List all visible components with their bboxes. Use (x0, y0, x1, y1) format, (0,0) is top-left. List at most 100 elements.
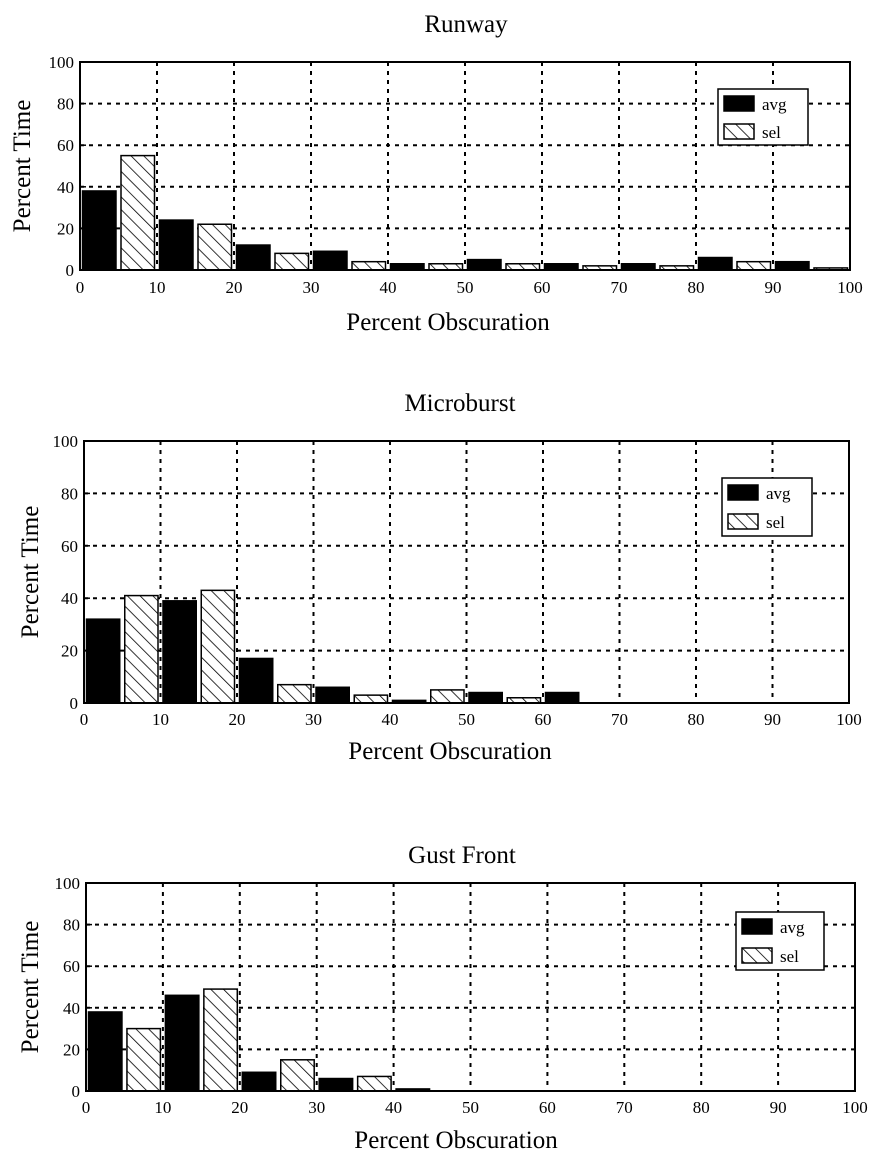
bar-avg-20-30 (238, 657, 274, 704)
y-tick-label: 80 (57, 95, 74, 114)
legend-label-sel: sel (766, 513, 785, 532)
bar-avg-90-100 (774, 260, 810, 271)
bar-sel-0-10 (126, 1027, 162, 1092)
x-tick-label: 100 (842, 1098, 868, 1117)
y-tick-label: 60 (61, 537, 78, 556)
bar-sel-20-30 (277, 683, 312, 704)
chart-microburst: Microburst 0 20 40 60 80 100 0 10 20 30 40 50 60 70 80 9… (17, 390, 862, 765)
x-axis-label: Percent Obscuration (354, 1127, 558, 1154)
y-tick-label: 40 (61, 589, 78, 608)
y-tick-label: 60 (63, 957, 80, 976)
y-tick-label: 100 (49, 53, 75, 72)
chart-gust-front: Gust Front 0 20 40 60 80 100 0 10 20 30 40 50 60 70 80 9… (17, 842, 868, 1154)
y-tick-label: 80 (63, 916, 80, 935)
bar-sel-20-30 (280, 1059, 315, 1092)
bar-avg-30-40 (318, 1077, 354, 1092)
x-tick-label: 40 (382, 710, 399, 729)
x-tick-label: 80 (688, 278, 705, 297)
x-tick-label: 90 (764, 710, 781, 729)
bar-avg-0-10 (85, 618, 121, 704)
bar-sel-30-40 (356, 1075, 392, 1092)
bars (85, 589, 580, 704)
x-tick-label: 10 (154, 1098, 171, 1117)
chart-runway-panel: Runway 0 20 40 60 80 100 0 10 20 30 40 50 60 70 80 90 100… (0, 0, 876, 348)
x-tick-label: 40 (385, 1098, 402, 1117)
y-tick-label: 0 (72, 1082, 81, 1101)
x-tick-label: 60 (535, 710, 552, 729)
bar-avg-80-90 (697, 256, 733, 271)
legend-label-avg: avg (766, 484, 791, 503)
legend-swatch-avg (727, 484, 759, 501)
legend-swatch-sel (723, 123, 755, 140)
x-tick-label: 0 (76, 278, 85, 297)
bar-sel-10-20 (197, 223, 233, 271)
y-tick-label: 0 (66, 261, 75, 280)
bar-sel-10-20 (203, 988, 239, 1092)
bar-avg-10-20 (158, 219, 194, 271)
x-tick-label: 30 (308, 1098, 325, 1117)
bar-sel-30-40 (353, 694, 389, 704)
bar-avg-30-40 (315, 686, 350, 704)
x-tick-label: 50 (458, 710, 475, 729)
x-axis-label: Percent Obscuration (346, 309, 550, 336)
chart-title: Runway (424, 11, 508, 38)
x-tick-label: 30 (305, 710, 322, 729)
x-tick-label: 60 (539, 1098, 556, 1117)
x-tick-label: 60 (534, 278, 551, 297)
legend-label-avg: avg (780, 918, 805, 937)
y-axis-label: Percent Time (17, 921, 44, 1054)
x-tick-label: 50 (462, 1098, 479, 1117)
legend-swatch-sel (727, 513, 759, 530)
bar-avg-10-20 (162, 600, 197, 704)
bar-sel-0-10 (124, 594, 159, 704)
bar-avg-10-20 (164, 994, 200, 1092)
bar-sel-40-50 (430, 689, 465, 704)
legend: avg sel (717, 88, 809, 146)
x-tick-label: 90 (765, 278, 782, 297)
bar-avg-20-30 (235, 244, 271, 271)
y-tick-label: 20 (61, 642, 78, 661)
x-tick-label: 70 (611, 710, 628, 729)
y-tick-label: 20 (57, 219, 74, 238)
chart-runway: Runway 0 20 40 60 80 100 0 10 20 30 40 50 60 70 80 90 100… (9, 11, 863, 336)
x-tick-label: 20 (231, 1098, 248, 1117)
bar-avg-50-60 (466, 258, 502, 271)
chart-gust-front-panel: Gust Front 0 20 40 60 80 100 0 10 20 30 40 50 60 70 80 9… (0, 830, 876, 1154)
y-tick-label: 40 (57, 178, 74, 197)
plot-frame (85, 882, 856, 1092)
x-tick-label: 10 (152, 710, 169, 729)
x-tick-label: 70 (616, 1098, 633, 1117)
y-tick-label: 0 (70, 694, 79, 713)
chart-microburst-panel: Microburst 0 20 40 60 80 100 0 10 20 30 40 50 60 70 80 9… (0, 380, 876, 772)
x-tick-label: 0 (80, 710, 89, 729)
legend-swatch-avg (723, 95, 755, 112)
y-tick-label: 20 (63, 1040, 80, 1059)
x-tick-label: 40 (380, 278, 397, 297)
x-tick-label: 100 (836, 710, 862, 729)
legend-label-sel: sel (762, 123, 781, 142)
bar-avg-60-70 (544, 691, 580, 704)
bar-avg-30-40 (312, 250, 348, 271)
bar-sel-10-20 (200, 589, 236, 704)
bar-sel-80-90 (736, 260, 772, 271)
y-tick-label: 40 (63, 999, 80, 1018)
legend-swatch-sel (741, 947, 773, 964)
chart-title: Microburst (404, 390, 515, 417)
x-tick-label: 80 (693, 1098, 710, 1117)
x-tick-label: 50 (457, 278, 474, 297)
bar-avg-0-10 (87, 1011, 123, 1092)
bar-avg-50-60 (468, 691, 503, 704)
y-tick-label: 60 (57, 136, 74, 155)
y-axis-label: Percent Time (9, 100, 36, 233)
bars (87, 988, 431, 1092)
y-axis-label: Percent Time (17, 506, 44, 639)
bar-sel-0-10 (120, 154, 156, 271)
x-tick-label: 90 (770, 1098, 787, 1117)
y-tick-label: 100 (53, 432, 79, 451)
chart-title: Gust Front (408, 842, 516, 869)
x-tick-label: 80 (688, 710, 705, 729)
x-tick-label: 0 (82, 1098, 91, 1117)
x-axis-label: Percent Obscuration (348, 738, 552, 765)
legend-swatch-avg (741, 918, 773, 935)
y-tick-label: 80 (61, 484, 78, 503)
